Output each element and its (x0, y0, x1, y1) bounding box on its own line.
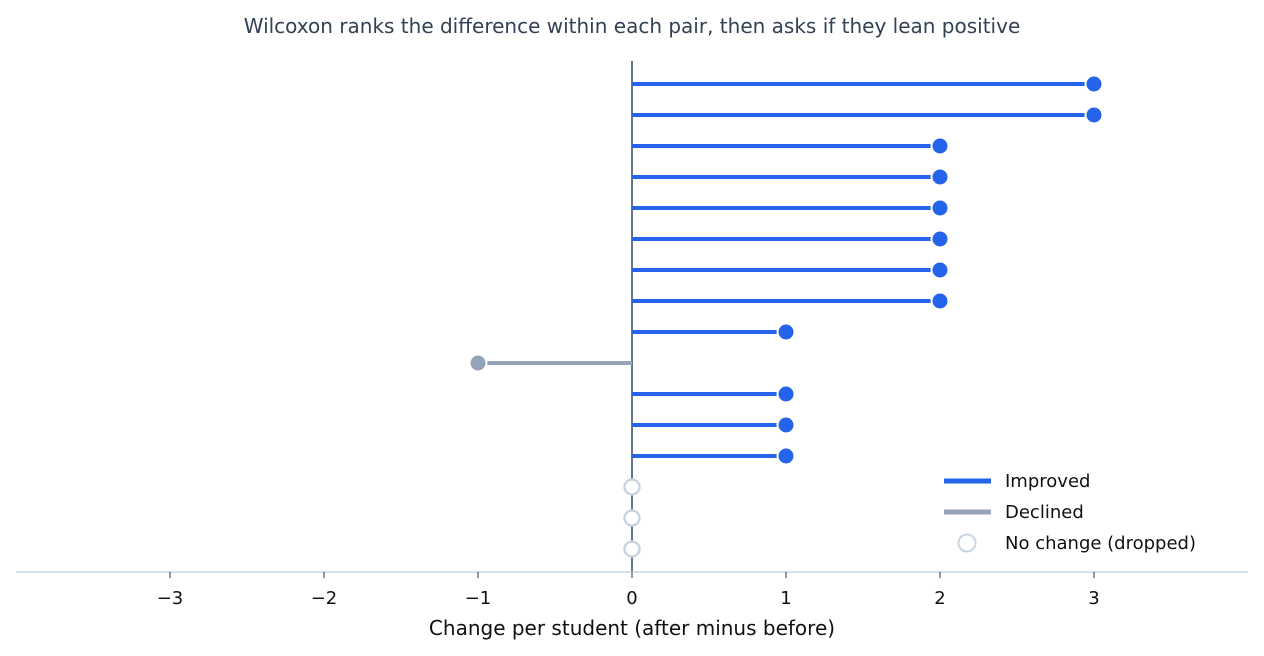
data-point-improved (930, 260, 950, 280)
data-point-declined (468, 353, 488, 373)
data-point-improved (930, 291, 950, 311)
data-point-improved (776, 415, 796, 435)
chart-title: Wilcoxon ranks the difference within eac… (244, 14, 1021, 38)
x-tick-label: 1 (780, 588, 791, 609)
data-point-improved (776, 322, 796, 342)
data-point-no-change (623, 509, 641, 527)
data-point-improved (776, 446, 796, 466)
legend-label-declined: Declined (1005, 502, 1084, 523)
legend: Improved Declined No change (dropped) (944, 471, 1196, 554)
x-tick-label: 3 (1088, 588, 1099, 609)
legend-label-improved: Improved (1005, 471, 1090, 492)
x-tick-label: 2 (934, 588, 945, 609)
x-tick-label: −1 (465, 588, 492, 609)
data-point-improved (1084, 74, 1104, 94)
plot-area (468, 61, 1104, 572)
data-point-improved (930, 198, 950, 218)
x-tick-label: −3 (157, 588, 184, 609)
data-point-improved (776, 384, 796, 404)
data-point-no-change (623, 540, 641, 558)
data-point-improved (1084, 105, 1104, 125)
x-tick-label: −2 (311, 588, 338, 609)
legend-label-nochange: No change (dropped) (1005, 533, 1196, 554)
legend-swatch-nochange (957, 533, 977, 553)
x-axis-label: Change per student (after minus before) (429, 616, 835, 640)
data-point-improved (930, 229, 950, 249)
data-point-improved (930, 136, 950, 156)
data-point-improved (930, 167, 950, 187)
data-point-no-change (623, 478, 641, 496)
x-axis: −3 −2 −1 0 1 2 3 (16, 571, 1248, 609)
x-tick-label: 0 (626, 588, 637, 609)
